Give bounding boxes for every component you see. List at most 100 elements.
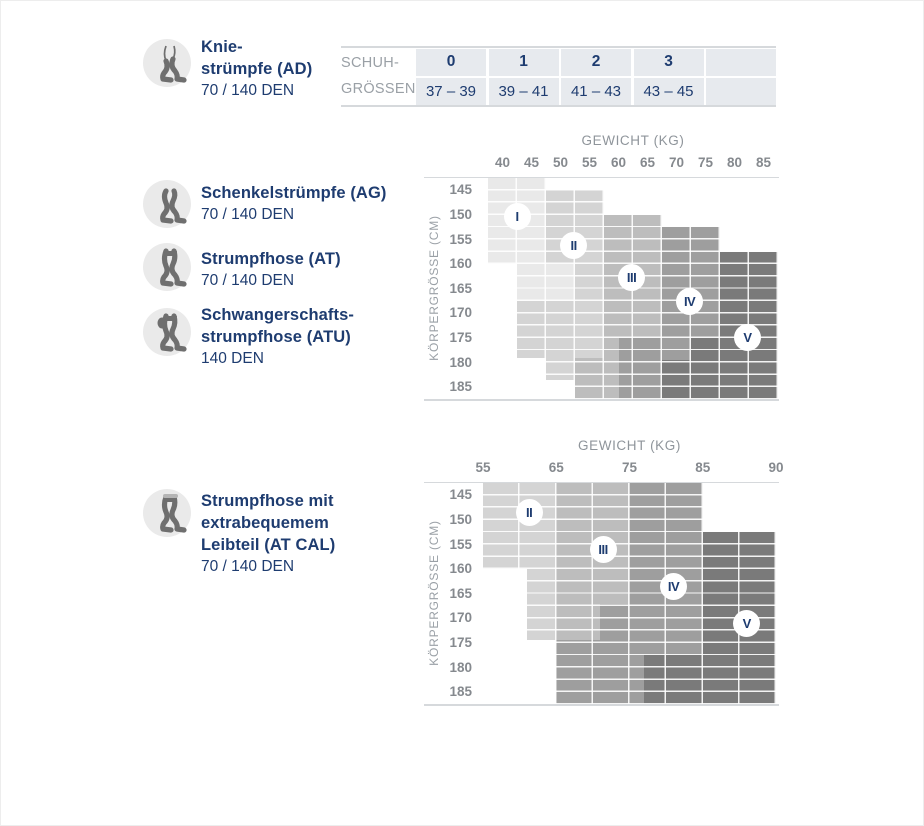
product-den: 70 / 140 DEN — [201, 272, 295, 289]
zone-I-area — [517, 264, 575, 301]
shoe-size-label: SCHUH- GRÖSSEN — [341, 50, 416, 102]
shoe-range-cell: 41 – 43 — [561, 78, 631, 105]
y-tick: 145 — [449, 182, 472, 198]
table-bottom-rule — [341, 105, 776, 107]
y-tick: 150 — [449, 511, 472, 527]
shoe-size-cell: 0 — [416, 48, 486, 76]
shoe-size-cell — [706, 48, 776, 76]
y-tick: 180 — [449, 659, 472, 675]
product-name-line: Knie- — [201, 38, 243, 56]
chart-bottom-rule — [424, 399, 779, 401]
product-den: 70 / 140 DEN — [201, 206, 295, 223]
zone-IV-area — [600, 603, 630, 641]
product-text: Schenkelstrümpfe (AG) 70 / 140 DEN — [201, 182, 386, 226]
product-name-line: strümpfe (AD) — [201, 60, 313, 78]
chart-top-rule — [424, 176, 779, 178]
zone-II-area — [526, 569, 557, 641]
x-tick: 50 — [552, 155, 569, 170]
y-tick: 180 — [449, 354, 472, 370]
shoe-size-cell: 3 — [633, 48, 704, 76]
product-den: 140 DEN — [201, 350, 264, 367]
zone-V-badge: V — [733, 609, 761, 637]
maternity-tights-icon — [143, 308, 191, 356]
x-tick: 45 — [523, 155, 540, 170]
zone-II-area — [517, 301, 604, 358]
knee-stocking-icon — [143, 39, 191, 87]
shoe-size-cell: 1 — [488, 48, 559, 76]
y-tick: 170 — [449, 610, 472, 626]
product-name-line: Strumpfhose (AT) — [201, 250, 341, 268]
x-tick: 90 — [768, 460, 784, 475]
product-den: 70 / 140 DEN — [201, 558, 295, 575]
thigh-stocking-icon — [143, 180, 191, 228]
zone-V-area — [662, 360, 691, 400]
zone-II-area — [575, 264, 604, 301]
x-tick: 70 — [668, 155, 685, 170]
x-tick: 85 — [755, 155, 772, 170]
knee-stocking-graphic — [160, 45, 187, 83]
chart-top-rule — [424, 481, 779, 483]
x-tick: 80 — [726, 155, 743, 170]
x-tick: 65 — [548, 460, 564, 475]
y-tick: 155 — [449, 231, 472, 247]
shoe-size-cell: 2 — [561, 48, 631, 76]
tights-graphic — [160, 248, 187, 287]
shoe-label-line2: GRÖSSEN — [341, 81, 416, 97]
product-text: Strumpfhose (AT) 70 / 140 DEN — [201, 248, 341, 292]
product-text: Strumpfhose mit extrabequemem Leibteil (AT… — [201, 490, 335, 578]
zone-V-area — [644, 655, 703, 705]
product-name-line: Schenkelstrümpfe (AG) — [201, 184, 387, 202]
y-tick: 150 — [449, 206, 472, 222]
product-name-line: Strumpfhose mit — [201, 492, 334, 510]
chart-grid: I II III IV V — [488, 178, 778, 400]
y-tick: 160 — [449, 561, 472, 577]
comfort-waist-tights-icon — [143, 489, 191, 537]
product-name-line: extrabequemem — [201, 514, 329, 532]
zone-IV-area — [618, 337, 662, 400]
x-tick: 55 — [581, 155, 598, 170]
shoe-label-line1: SCHUH- — [341, 55, 400, 71]
zone-III-badge: III — [589, 535, 617, 563]
zone-IV-badge: IV — [676, 287, 704, 315]
y-tick: 160 — [449, 256, 472, 272]
chart-title: GEWICHT (KG) — [578, 438, 681, 453]
zone-II-area — [546, 357, 575, 380]
shoe-range-cell: 43 – 45 — [633, 78, 704, 105]
zone-IV-area — [629, 483, 703, 641]
x-tick: 40 — [494, 155, 511, 170]
x-tick: 75 — [697, 155, 714, 170]
chart-grid: II III IV V — [483, 483, 777, 705]
zone-II-badge: II — [515, 499, 543, 526]
shoe-range-cell: 39 – 41 — [488, 78, 559, 105]
zone-IV-badge: IV — [660, 572, 687, 600]
chart-bottom-rule — [424, 704, 779, 706]
thigh-stocking-graphic — [160, 188, 187, 224]
tights-icon — [143, 243, 191, 291]
zone-III-badge: III — [618, 264, 646, 292]
x-tick: 85 — [695, 460, 711, 475]
chart-title: GEWICHT (KG) — [581, 133, 685, 148]
y-tick: 155 — [449, 536, 472, 552]
table-top-rule — [341, 46, 776, 48]
comfort-waist-tights-graphic — [160, 494, 187, 533]
shoe-range-cell: 37 – 39 — [416, 78, 486, 105]
y-tick: 145 — [449, 487, 472, 503]
y-tick: 175 — [449, 634, 472, 650]
y-tick: 175 — [449, 329, 472, 345]
x-tick: 75 — [621, 460, 638, 475]
product-name-line: Schwangerschafts- — [201, 306, 354, 324]
product-text: Knie-strümpfe (AD) 70 / 140 DEN — [201, 36, 312, 102]
maternity-tights-graphic — [157, 313, 187, 352]
y-tick: 165 — [449, 280, 472, 296]
zone-V-area — [691, 337, 720, 400]
x-tick: 60 — [610, 155, 627, 170]
zone-V-badge: V — [734, 324, 761, 352]
zone-II-area — [483, 483, 557, 570]
y-tick: 185 — [449, 684, 472, 700]
shoe-range-cell — [706, 78, 776, 105]
product-den: 70 / 140 DEN — [201, 82, 295, 99]
y-tick: 170 — [449, 305, 472, 321]
product-name-line: Leibteil (AT CAL) — [201, 536, 336, 554]
x-tick: 55 — [475, 460, 491, 475]
